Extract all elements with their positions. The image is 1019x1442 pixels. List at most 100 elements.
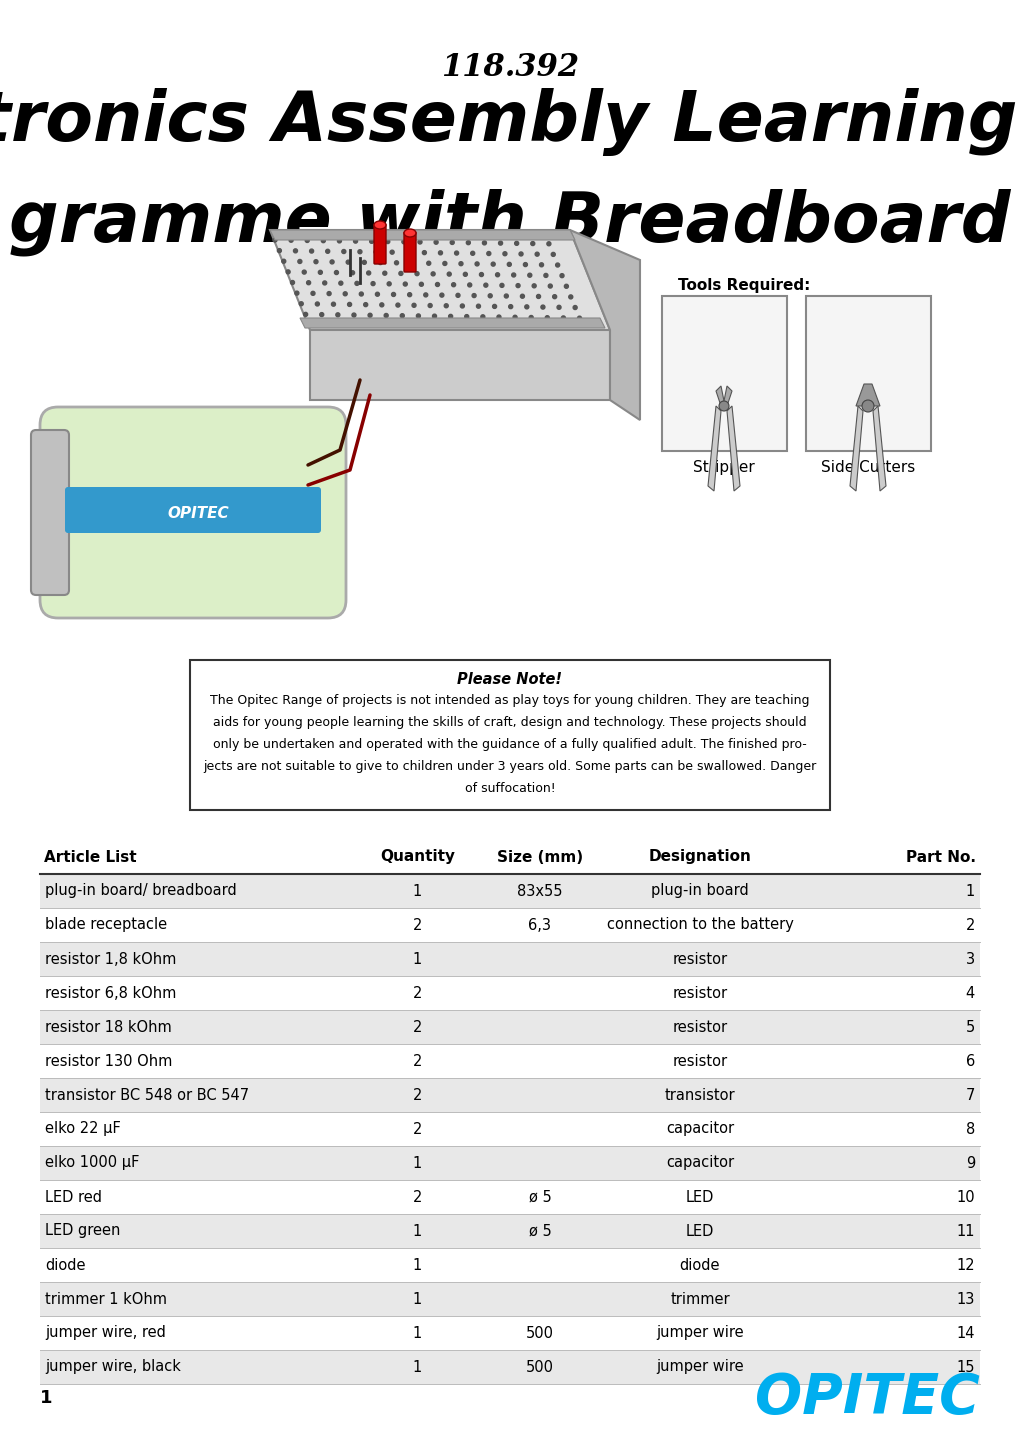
Circle shape [293,249,298,252]
Text: 2: 2 [413,917,422,933]
Circle shape [451,283,455,287]
Circle shape [573,306,577,310]
Circle shape [468,283,471,287]
Polygon shape [727,407,739,490]
Circle shape [555,262,559,267]
Circle shape [520,294,524,298]
Text: transistor: transistor [664,1087,735,1103]
Circle shape [335,313,339,317]
FancyBboxPatch shape [31,430,69,596]
Circle shape [463,273,467,277]
Circle shape [513,316,517,319]
Circle shape [564,284,568,288]
Text: plug-in board: plug-in board [650,884,748,898]
Polygon shape [310,330,609,399]
Circle shape [438,251,442,255]
Circle shape [369,239,373,244]
Text: 10: 10 [956,1190,974,1204]
Text: 6,3: 6,3 [528,917,551,933]
Circle shape [483,283,487,287]
Text: diode: diode [45,1257,86,1272]
Text: Please Note!: Please Note! [458,672,561,686]
Circle shape [391,293,395,297]
Text: 2: 2 [413,1122,422,1136]
Circle shape [539,262,543,267]
Circle shape [302,270,306,274]
Circle shape [480,314,484,319]
Circle shape [411,261,415,265]
Circle shape [358,249,362,254]
Circle shape [342,291,346,296]
Polygon shape [715,386,723,407]
Circle shape [331,303,335,306]
Text: resistor: resistor [672,952,727,966]
Text: 2: 2 [413,985,422,1001]
Text: Designation: Designation [648,849,751,865]
Text: 500: 500 [526,1325,553,1341]
Circle shape [465,314,469,319]
Circle shape [322,281,326,286]
Circle shape [355,281,359,286]
Text: 1: 1 [413,952,422,966]
Text: 4: 4 [965,985,974,1001]
Circle shape [540,306,544,309]
Circle shape [403,283,407,286]
Circle shape [559,274,564,278]
Text: Side Cutters: Side Cutters [820,460,914,474]
Circle shape [499,284,503,287]
Circle shape [366,271,370,275]
Text: LED: LED [685,1190,713,1204]
Circle shape [359,293,363,296]
Text: 15: 15 [956,1360,974,1374]
Circle shape [519,252,523,257]
Bar [40,1247,979,1282]
Text: 13: 13 [956,1292,974,1306]
Circle shape [290,281,294,284]
Circle shape [512,273,516,277]
Bar [40,1044,979,1079]
Text: 7: 7 [965,1087,974,1103]
Circle shape [861,399,873,412]
Circle shape [385,239,389,244]
Polygon shape [707,407,720,490]
Circle shape [515,241,518,245]
Circle shape [560,316,565,320]
Circle shape [486,251,490,255]
Text: resistor: resistor [672,985,727,1001]
Circle shape [299,301,303,306]
Circle shape [288,238,292,242]
Text: LED: LED [685,1223,713,1239]
Text: 9: 9 [965,1155,974,1171]
Text: resistor 6,8 kOhm: resistor 6,8 kOhm [45,985,176,1001]
Circle shape [354,239,358,244]
Circle shape [550,252,554,257]
Circle shape [460,304,464,309]
Text: blade receptacle: blade receptacle [45,917,167,933]
Circle shape [506,262,511,267]
Text: gramme with Breadboard: gramme with Breadboard [9,187,1010,255]
Circle shape [315,301,319,306]
Circle shape [546,242,550,245]
Text: resistor: resistor [672,1054,727,1069]
Bar [40,942,979,976]
Text: transistor BC 548 or BC 547: transistor BC 548 or BC 547 [45,1087,249,1103]
Circle shape [516,284,520,287]
Circle shape [352,313,356,317]
Text: The Opitec Range of projects is not intended as play toys for young children. Th: The Opitec Range of projects is not inte… [210,694,809,707]
Circle shape [378,261,382,264]
Circle shape [444,304,447,307]
Text: 3: 3 [965,952,974,966]
Circle shape [479,273,483,277]
Bar [40,1350,979,1384]
Circle shape [419,283,423,287]
Circle shape [435,283,439,287]
Circle shape [327,291,331,296]
Ellipse shape [374,221,385,229]
Circle shape [718,401,729,411]
Text: 2: 2 [413,1054,422,1069]
Circle shape [310,249,313,252]
Text: only be undertaken and operated with the guidance of a fully qualified adult. Th: only be undertaken and operated with the… [213,738,806,751]
FancyBboxPatch shape [40,407,345,619]
Bar [40,874,979,908]
FancyBboxPatch shape [374,224,385,264]
